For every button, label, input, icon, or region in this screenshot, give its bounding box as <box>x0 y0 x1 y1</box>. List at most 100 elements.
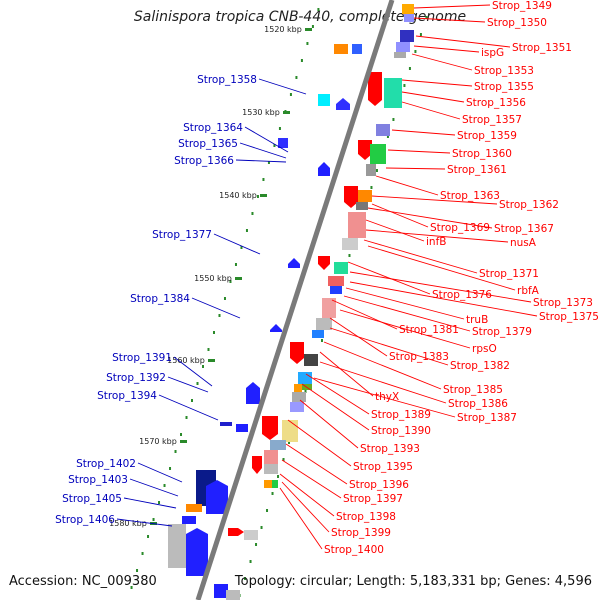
tick-dot <box>196 382 199 385</box>
forward-gene-label: Strop_1383 <box>389 351 449 363</box>
leader-line <box>385 167 446 170</box>
tick-dot <box>306 42 309 45</box>
tick-dot <box>271 492 274 495</box>
leader-line <box>305 373 370 415</box>
leader-line <box>137 462 183 483</box>
tick-dot <box>277 475 280 478</box>
leader-line <box>167 376 209 393</box>
leader-line <box>329 327 449 366</box>
tick-dot <box>130 586 133 589</box>
scale-tick-label: 1560 kbp <box>167 356 205 365</box>
leader-line <box>313 377 456 418</box>
gene-block <box>404 14 414 22</box>
gene-block <box>304 354 318 366</box>
scale-tick-label: 1530 kbp <box>242 108 280 117</box>
gene-block <box>244 530 258 540</box>
tick-dot <box>386 135 389 138</box>
forward-gene-label: Strop_1363 <box>440 190 500 202</box>
tick-dot <box>245 229 248 232</box>
tick-dot <box>229 280 232 283</box>
genome-backbone <box>195 0 395 600</box>
forward-gene-label: Strop_1387 <box>457 412 517 424</box>
forward-gene-label: Strop_1385 <box>443 384 503 396</box>
tick-dot <box>278 127 281 130</box>
gene-block <box>342 238 358 250</box>
reverse-gene-label: Strop_1384 <box>130 293 190 305</box>
tick-dot <box>218 314 221 317</box>
gene-block <box>168 524 186 568</box>
leader-line <box>413 17 486 23</box>
tick-dot <box>244 577 247 580</box>
forward-gene-label: Strop_1356 <box>466 97 526 109</box>
gene-block <box>264 480 272 488</box>
forward-gene-label: Strop_1362 <box>499 199 559 211</box>
tick-dot <box>282 458 285 461</box>
tick-dot <box>207 348 210 351</box>
leader-line <box>319 351 374 397</box>
gene-arrow <box>270 324 282 332</box>
tick-dot <box>375 169 378 172</box>
leader-line <box>413 4 491 9</box>
forward-gene-label: thyX <box>375 391 399 403</box>
leader-line <box>258 78 307 95</box>
tick-dot <box>180 433 183 436</box>
scale-tick-label: 1550 kbp <box>194 274 232 283</box>
forward-gene-label: Strop_1397 <box>343 493 403 505</box>
tick-dot <box>348 254 351 257</box>
leader-line <box>285 443 348 485</box>
tick-dot <box>169 467 172 470</box>
gene-arrow <box>358 140 372 160</box>
scale-tick-label: 1520 kbp <box>264 25 302 34</box>
reverse-gene-label: Strop_1377 <box>152 229 212 241</box>
gene-block <box>264 450 278 464</box>
gene-arrow <box>252 456 262 474</box>
forward-gene-label: Strop_1355 <box>474 81 534 93</box>
forward-gene-label: Strop_1379 <box>472 326 532 338</box>
gene-block <box>384 78 402 108</box>
leader-line <box>319 361 447 404</box>
scale-tick-mark <box>283 111 290 114</box>
gene-block <box>356 202 368 210</box>
leader-line <box>371 195 498 205</box>
gene-block <box>334 262 348 274</box>
leader-line <box>349 271 532 303</box>
scale-tick-label: 1570 kbp <box>139 437 177 446</box>
tick-dot <box>311 25 314 28</box>
forward-gene-label: rpsO <box>472 343 497 355</box>
tick-dot <box>141 552 144 555</box>
tick-dot <box>158 501 161 504</box>
leader-line <box>365 219 425 242</box>
forward-gene-label: Strop_1359 <box>457 130 517 142</box>
gene-block <box>292 392 306 402</box>
leader-line <box>191 297 241 319</box>
forward-gene-label: Strop_1400 <box>324 544 384 556</box>
forward-gene-label: Strop_1386 <box>448 398 508 410</box>
reverse-gene-label: Strop_1365 <box>178 138 238 150</box>
forward-gene-label: Strop_1390 <box>371 425 431 437</box>
tick-dot <box>174 450 177 453</box>
tick-dot <box>403 84 406 87</box>
tick-dot <box>212 331 215 334</box>
tick-dot <box>267 161 270 164</box>
gene-arrow <box>290 342 304 364</box>
gene-arrow <box>186 528 208 576</box>
tick-dot <box>273 144 276 147</box>
reverse-gene-label: Strop_1405 <box>62 493 122 505</box>
scale-tick-mark <box>235 277 242 280</box>
gene-block <box>328 276 344 286</box>
scale-tick-label: 1540 kbp <box>219 191 257 200</box>
forward-gene-label: Strop_1373 <box>533 297 593 309</box>
forward-gene-label: Strop_1353 <box>474 65 534 77</box>
scale-tick-mark <box>180 440 187 443</box>
tick-dot <box>234 263 237 266</box>
reverse-gene-label: Strop_1391 <box>112 352 172 364</box>
gene-arrow <box>368 72 382 106</box>
tick-dot <box>262 178 265 181</box>
tick-dot <box>414 50 417 53</box>
gene-block <box>312 330 324 338</box>
reverse-gene-label: Strop_1402 <box>76 458 136 470</box>
reverse-gene-label: Strop_1394 <box>97 390 157 402</box>
tick-dot <box>152 518 155 521</box>
gene-block <box>376 124 390 136</box>
gene-block <box>236 424 248 432</box>
